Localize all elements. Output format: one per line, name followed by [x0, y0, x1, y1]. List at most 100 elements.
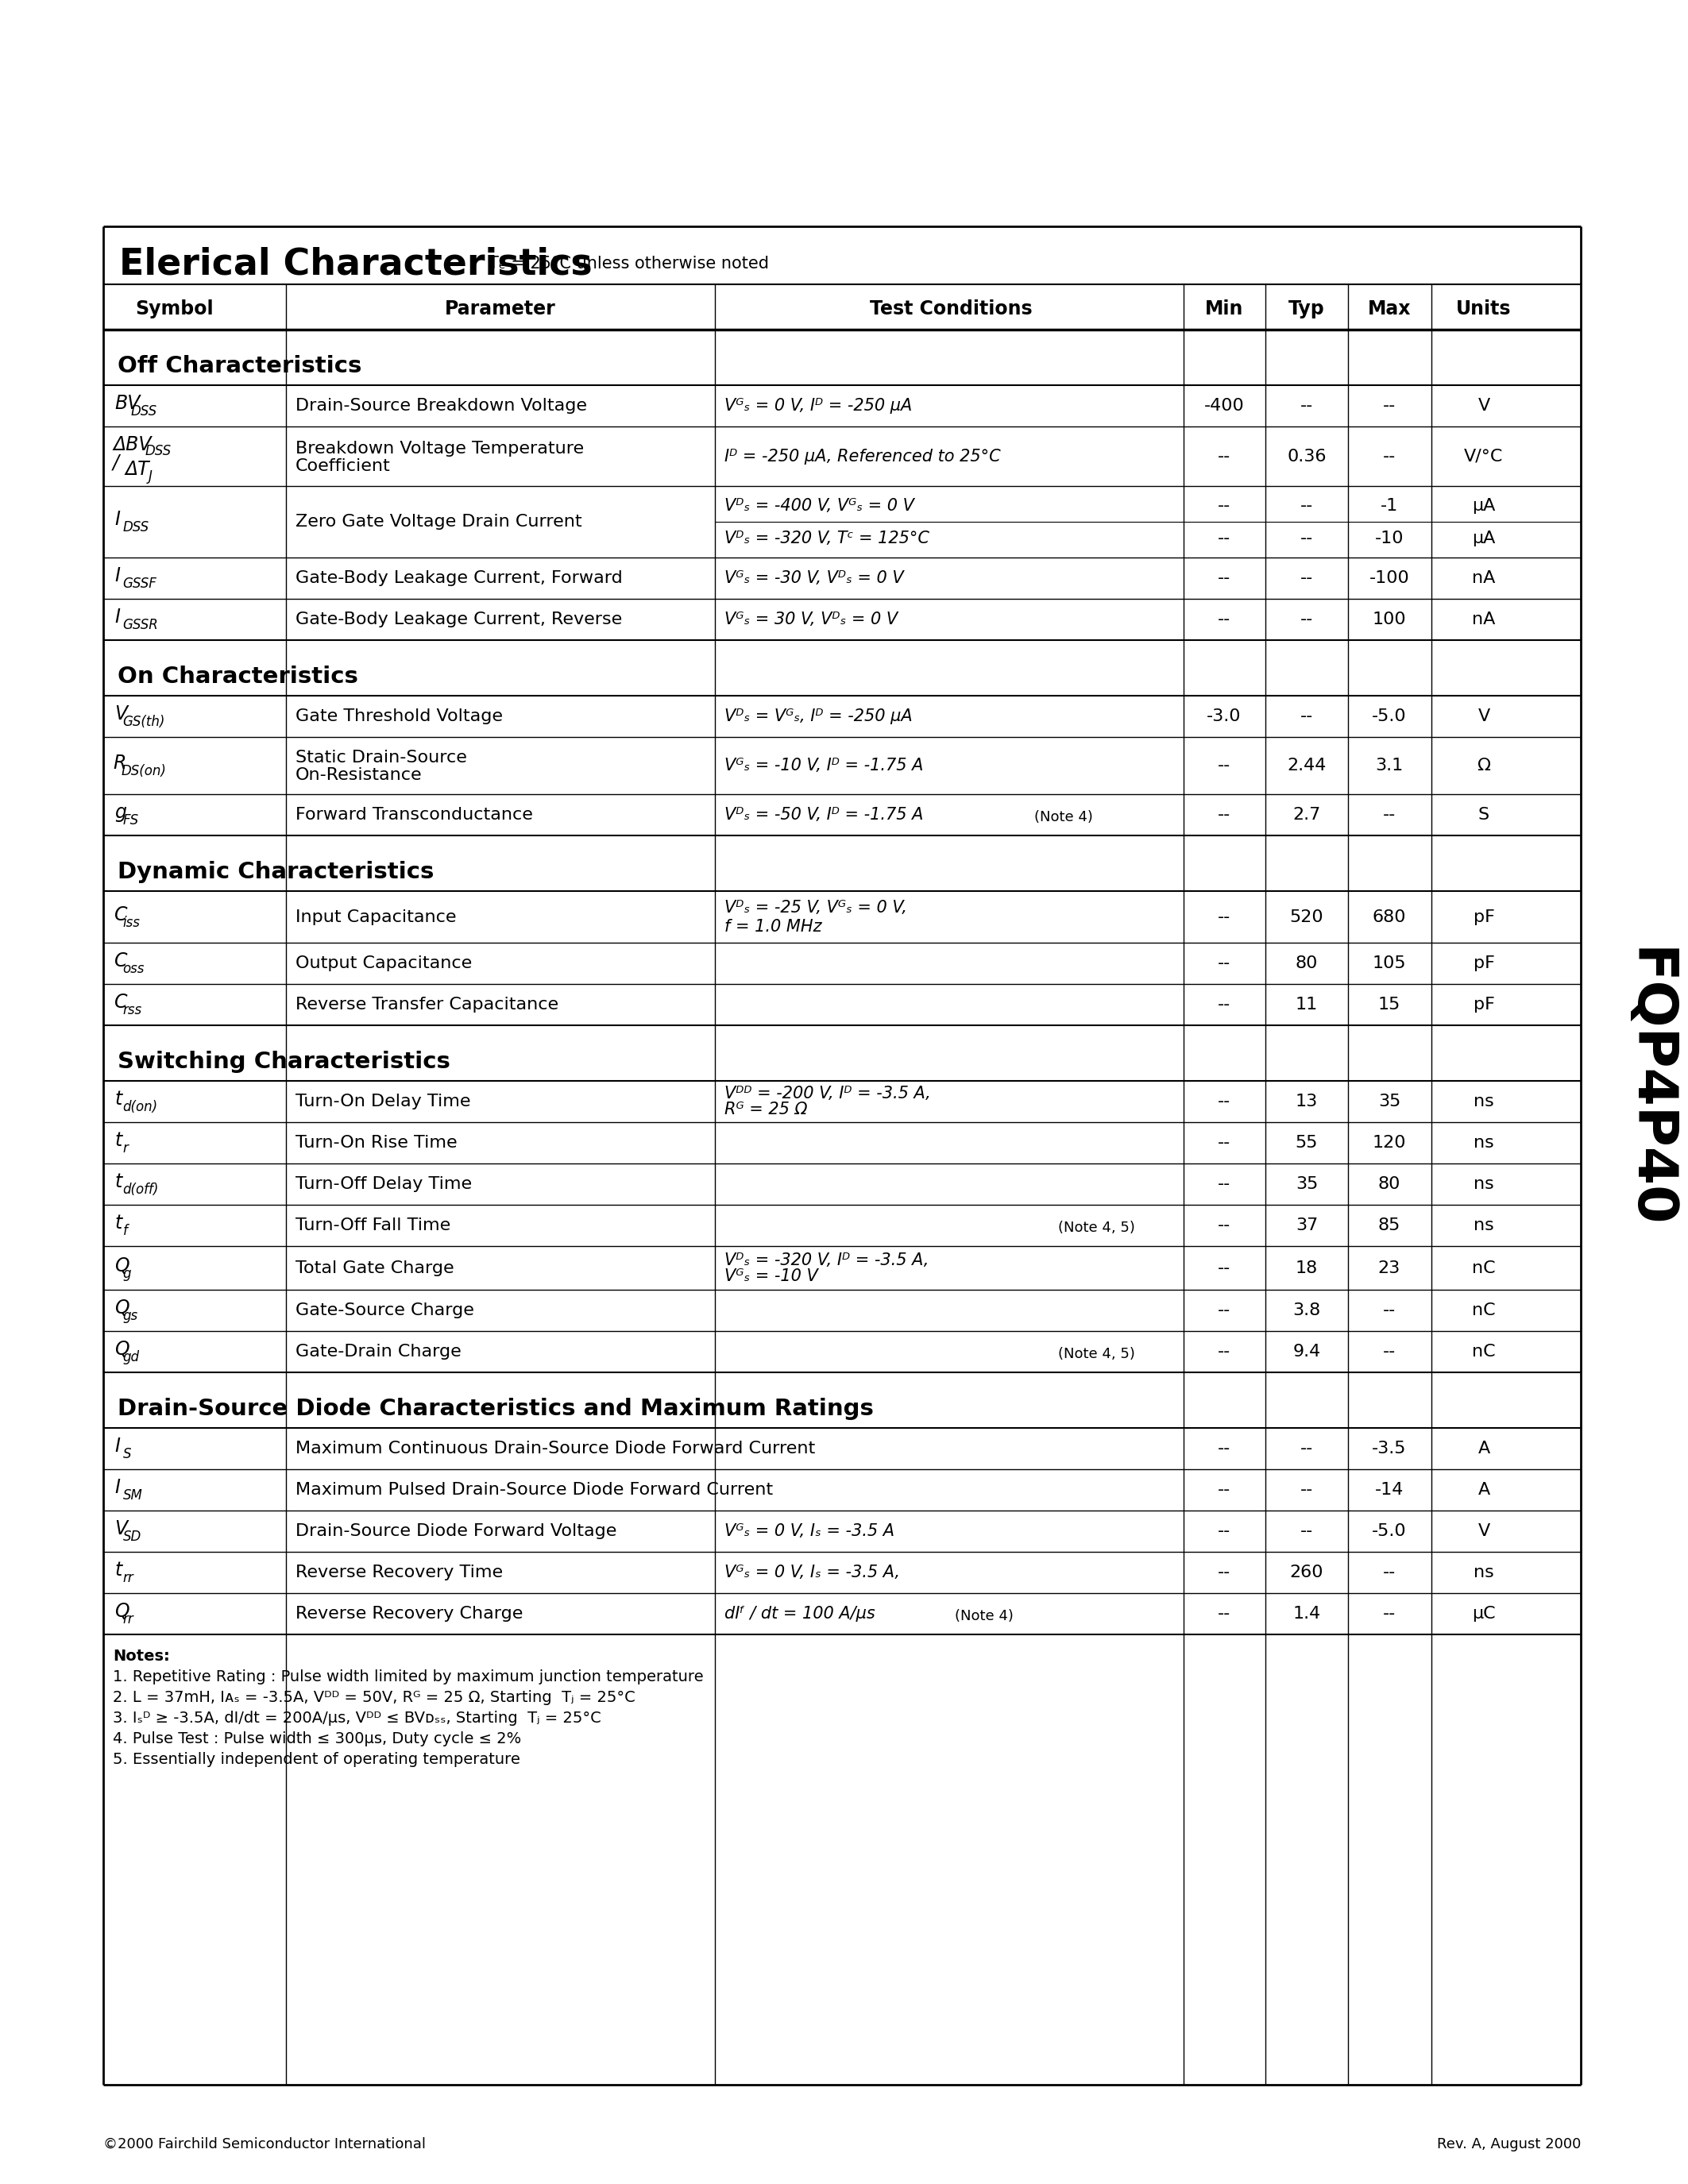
Text: Dynamic Characteristics: Dynamic Characteristics — [118, 860, 434, 882]
Text: On Characteristics: On Characteristics — [118, 666, 358, 688]
Text: --: -- — [1217, 1136, 1231, 1151]
Text: -5.0: -5.0 — [1372, 1522, 1406, 1540]
Text: Typ: Typ — [1288, 299, 1325, 319]
Text: V: V — [115, 1520, 127, 1538]
Text: 120: 120 — [1372, 1136, 1406, 1151]
Text: I: I — [115, 607, 120, 627]
Text: Q: Q — [115, 1299, 130, 1317]
Text: S: S — [123, 1448, 132, 1461]
Text: 680: 680 — [1372, 909, 1406, 924]
Text: 260: 260 — [1290, 1564, 1323, 1581]
Text: (Note 4): (Note 4) — [955, 1610, 1013, 1623]
Text: FQP4P40: FQP4P40 — [1622, 948, 1674, 1227]
Text: 1. Repetitive Rating : Pulse width limited by maximum junction temperature: 1. Repetitive Rating : Pulse width limit… — [113, 1669, 704, 1684]
Text: --: -- — [1300, 1483, 1313, 1498]
Text: --: -- — [1217, 498, 1231, 513]
Text: nC: nC — [1472, 1343, 1496, 1361]
Text: Symbol: Symbol — [135, 299, 214, 319]
Text: gs: gs — [123, 1308, 138, 1324]
Text: 18: 18 — [1295, 1260, 1318, 1275]
Text: Vᴳₛ = -10 V: Vᴳₛ = -10 V — [724, 1269, 819, 1284]
Text: S: S — [1479, 806, 1489, 823]
Text: -10: -10 — [1374, 531, 1404, 546]
Text: Drain-Source Diode Forward Voltage: Drain-Source Diode Forward Voltage — [295, 1522, 616, 1540]
Text: t: t — [115, 1090, 122, 1109]
Text: nA: nA — [1472, 612, 1496, 627]
Text: Vᴰₛ = -320 V, Iᴰ = -3.5 A,: Vᴰₛ = -320 V, Iᴰ = -3.5 A, — [724, 1251, 928, 1269]
Text: Vᴳₛ = 0 V, Iᴰ = -250 μA: Vᴳₛ = 0 V, Iᴰ = -250 μA — [724, 397, 912, 413]
Text: GS(th): GS(th) — [123, 714, 165, 729]
Text: Maximum Continuous Drain-Source Diode Forward Current: Maximum Continuous Drain-Source Diode Fo… — [295, 1441, 815, 1457]
Text: ©2000 Fairchild Semiconductor International: ©2000 Fairchild Semiconductor Internatio… — [103, 2138, 425, 2151]
Text: Gate-Source Charge: Gate-Source Charge — [295, 1302, 474, 1319]
Text: Maximum Pulsed Drain-Source Diode Forward Current: Maximum Pulsed Drain-Source Diode Forwar… — [295, 1483, 773, 1498]
Text: --: -- — [1217, 954, 1231, 972]
Text: -5.0: -5.0 — [1372, 708, 1406, 725]
Text: Q: Q — [115, 1601, 130, 1621]
Text: ns: ns — [1474, 1136, 1494, 1151]
Text: --: -- — [1217, 1094, 1231, 1109]
Text: /: / — [113, 452, 120, 472]
Text: Iᴰ = -250 μA, Referenced to 25°C: Iᴰ = -250 μA, Referenced to 25°C — [724, 448, 1001, 465]
Text: f: f — [123, 1223, 127, 1238]
Text: Drain-Source Diode Characteristics and Maximum Ratings: Drain-Source Diode Characteristics and M… — [118, 1398, 874, 1420]
Text: Q: Q — [115, 1256, 130, 1275]
Text: --: -- — [1217, 909, 1231, 924]
Text: GSSR: GSSR — [123, 618, 159, 631]
Text: Elerical Characteristics: Elerical Characteristics — [120, 247, 592, 282]
Text: Forward Transconductance: Forward Transconductance — [295, 806, 533, 823]
Text: Turn-Off Delay Time: Turn-Off Delay Time — [295, 1177, 473, 1192]
Text: μC: μC — [1472, 1605, 1496, 1623]
Text: Units: Units — [1457, 299, 1511, 319]
Text: Gate Threshold Voltage: Gate Threshold Voltage — [295, 708, 503, 725]
Text: d(off): d(off) — [123, 1182, 159, 1197]
Text: --: -- — [1382, 1302, 1396, 1319]
Text: Total Gate Charge: Total Gate Charge — [295, 1260, 454, 1275]
Text: ns: ns — [1474, 1177, 1494, 1192]
Text: 0.36: 0.36 — [1286, 448, 1327, 465]
Text: ΔT: ΔT — [125, 459, 149, 478]
Text: t: t — [115, 1131, 122, 1151]
Text: (Note 4, 5): (Note 4, 5) — [1058, 1348, 1134, 1361]
Text: 85: 85 — [1377, 1216, 1401, 1234]
Text: Gate-Drain Charge: Gate-Drain Charge — [295, 1343, 461, 1361]
Text: --: -- — [1382, 1343, 1396, 1361]
Text: --: -- — [1217, 1216, 1231, 1234]
Text: Reverse Transfer Capacitance: Reverse Transfer Capacitance — [295, 996, 559, 1013]
Text: --: -- — [1217, 806, 1231, 823]
Text: rr: rr — [123, 1570, 133, 1586]
Text: --: -- — [1300, 531, 1313, 546]
Text: 2.7: 2.7 — [1293, 806, 1320, 823]
Text: A: A — [1477, 1483, 1491, 1498]
Text: DSS: DSS — [123, 520, 149, 535]
Text: 37: 37 — [1295, 1216, 1318, 1234]
Text: iss: iss — [123, 915, 140, 930]
Text: Drain-Source Breakdown Voltage: Drain-Source Breakdown Voltage — [295, 397, 587, 413]
Text: Static Drain-Source: Static Drain-Source — [295, 749, 468, 767]
Text: t: t — [115, 1562, 122, 1579]
Text: Reverse Recovery Charge: Reverse Recovery Charge — [295, 1605, 523, 1623]
Text: Vᴳₛ = 30 V, Vᴰₛ = 0 V: Vᴳₛ = 30 V, Vᴰₛ = 0 V — [724, 612, 898, 627]
Text: --: -- — [1382, 448, 1396, 465]
Text: BV: BV — [115, 393, 140, 413]
Text: V: V — [1477, 708, 1491, 725]
Text: nC: nC — [1472, 1302, 1496, 1319]
Text: --: -- — [1217, 1177, 1231, 1192]
Text: -3.5: -3.5 — [1372, 1441, 1406, 1457]
Text: nA: nA — [1472, 570, 1496, 585]
Text: r: r — [123, 1142, 128, 1155]
Text: J: J — [149, 470, 152, 483]
Text: --: -- — [1217, 612, 1231, 627]
Text: --: -- — [1300, 498, 1313, 513]
Text: 15: 15 — [1377, 996, 1401, 1013]
Text: 3. Iₛᴰ ≥ -3.5A, dI/dt = 200A/μs, Vᴰᴰ ≤ BVᴅₛₛ, Starting  Tⱼ = 25°C: 3. Iₛᴰ ≥ -3.5A, dI/dt = 200A/μs, Vᴰᴰ ≤ B… — [113, 1710, 601, 1725]
Text: 23: 23 — [1377, 1260, 1401, 1275]
Text: 35: 35 — [1295, 1177, 1318, 1192]
Text: --: -- — [1300, 397, 1313, 413]
Text: V: V — [115, 705, 127, 723]
Text: --: -- — [1382, 1605, 1396, 1623]
Text: Output Capacitance: Output Capacitance — [295, 954, 473, 972]
Text: pF: pF — [1474, 996, 1494, 1013]
Text: oss: oss — [123, 961, 145, 976]
Text: Parameter: Parameter — [446, 299, 555, 319]
